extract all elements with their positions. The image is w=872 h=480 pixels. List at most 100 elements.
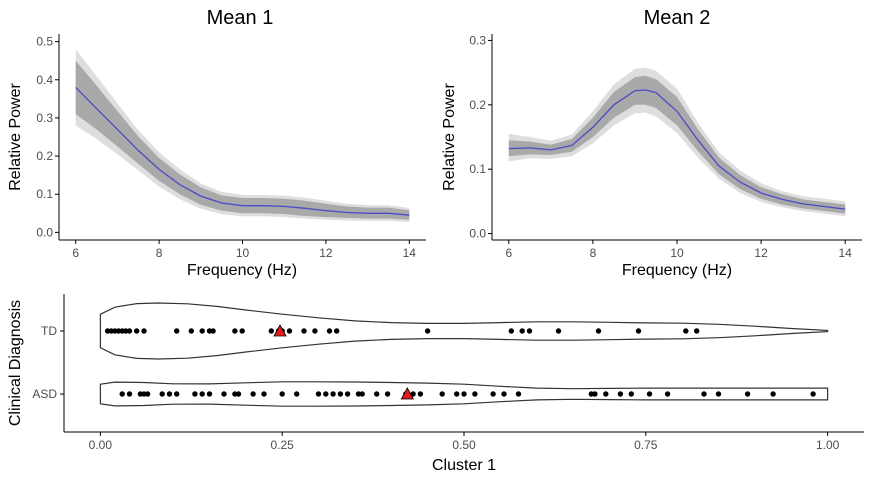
cluster1-panel: 0.00 0.25 0.50 0.75 1.00 TD ASD Cluster 1 Cli… — [7, 294, 864, 474]
point-td — [232, 328, 238, 334]
point-asd — [384, 391, 391, 397]
mean1-plot-area — [75, 49, 410, 223]
cluster1-x-tick-label: 1.00 — [816, 438, 840, 452]
point-asd — [355, 391, 362, 397]
cluster1-x-axis-title: Cluster 1 — [432, 457, 496, 474]
point-asd — [646, 391, 653, 397]
point-asd — [701, 391, 707, 397]
point-td — [286, 328, 293, 334]
point-td — [268, 328, 274, 334]
point-td — [104, 328, 111, 334]
mean2-title: Mean 2 — [644, 7, 711, 29]
point-td — [555, 328, 562, 334]
mean2-inner-band — [508, 75, 846, 214]
point-asd — [628, 391, 634, 397]
point-asd — [144, 391, 151, 397]
point-asd — [235, 391, 242, 397]
point-asd — [461, 391, 467, 397]
mean1-x-ticks: 6 8 10 12 14 — [72, 240, 416, 260]
mean1-y-tick-label: 0.0 — [36, 225, 53, 239]
mean2-plot-area — [508, 67, 846, 217]
point-td — [526, 328, 533, 334]
point-td — [239, 328, 245, 334]
mean2-y-ticks: 0.0 0.1 0.2 0.3 — [469, 33, 492, 241]
point-td — [424, 328, 431, 334]
cluster1-x-ticks: 0.00 0.25 0.50 0.75 1.00 — [89, 432, 840, 452]
mean1-inner-band — [75, 60, 410, 220]
point-asd — [330, 391, 336, 397]
mean2-y-tick-label: 0.3 — [469, 33, 486, 47]
point-td — [508, 328, 514, 334]
point-asd — [439, 391, 445, 397]
point-asd — [454, 391, 460, 397]
mean1-x-tick-label: 10 — [236, 246, 250, 260]
cluster1-x-tick-label: 0.00 — [89, 438, 113, 452]
violin-td — [99, 302, 829, 360]
point-asd — [617, 391, 624, 397]
point-asd — [810, 391, 816, 397]
mean2-x-ticks: 6 8 10 12 14 — [505, 240, 852, 260]
point-asd — [770, 391, 776, 397]
point-asd — [359, 391, 365, 397]
point-asd — [337, 391, 344, 397]
mean2-y-axis-title: Relative Power — [441, 83, 458, 191]
mean1-y-ticks: 0.0 0.1 0.2 0.3 0.4 0.5 — [36, 35, 59, 239]
point-td — [312, 328, 318, 334]
point-asd — [119, 391, 125, 397]
cluster1-x-tick-label: 0.50 — [452, 438, 476, 452]
point-asd — [715, 391, 722, 397]
mean1-x-axis-title: Frequency (Hz) — [187, 262, 297, 279]
mean1-y-tick-label: 0.4 — [36, 73, 53, 87]
point-td — [210, 328, 216, 334]
mean1-x-tick-label: 14 — [403, 246, 417, 260]
mean1-y-axis-title: Relative Power — [7, 83, 24, 191]
point-asd — [472, 391, 478, 397]
point-asd — [261, 391, 267, 397]
point-asd — [744, 391, 751, 397]
point-asd — [159, 391, 165, 397]
mean2-y-tick-label: 0.0 — [469, 227, 486, 241]
mean2-x-tick-label: 6 — [505, 246, 512, 260]
mean1-y-tick-label: 0.3 — [36, 111, 53, 125]
mean1-x-tick-label: 12 — [319, 246, 333, 260]
point-asd — [315, 391, 322, 397]
violin-asd — [99, 381, 829, 407]
mean2-mean-line — [508, 89, 846, 210]
point-td — [141, 328, 147, 334]
point-asd — [592, 391, 598, 397]
point-asd — [374, 391, 380, 397]
point-asd — [323, 391, 329, 397]
point-asd — [279, 391, 285, 397]
point-td — [126, 328, 133, 334]
point-td — [334, 328, 340, 334]
mean1-x-tick-label: 8 — [156, 246, 163, 260]
point-td — [326, 328, 333, 334]
mean-marker-asd — [400, 387, 414, 400]
point-asd — [166, 391, 173, 397]
point-asd — [192, 391, 198, 397]
cluster1-plot-area — [99, 302, 829, 407]
point-asd — [490, 391, 496, 397]
mean1-title: Mean 1 — [207, 7, 274, 29]
mean2-y-tick-label: 0.2 — [469, 98, 486, 112]
point-asd — [250, 391, 256, 397]
cluster1-category-label: ASD — [32, 387, 57, 401]
cluster1-category-label: TD — [41, 324, 57, 338]
point-td — [635, 328, 642, 334]
point-asd — [206, 391, 213, 397]
point-asd — [294, 391, 300, 397]
mean1-y-tick-label: 0.1 — [36, 187, 53, 201]
mean-marker-td — [273, 324, 287, 337]
point-td — [123, 328, 129, 334]
point-asd — [501, 391, 507, 397]
point-asd — [344, 391, 351, 397]
point-td — [174, 328, 180, 334]
point-asd — [199, 391, 205, 397]
cluster1-x-tick-label: 0.75 — [634, 438, 658, 452]
mean2-outer-band — [508, 67, 846, 217]
point-asd — [221, 391, 227, 397]
point-asd — [417, 391, 424, 397]
point-td — [595, 328, 602, 334]
mean2-x-tick-label: 8 — [590, 246, 597, 260]
